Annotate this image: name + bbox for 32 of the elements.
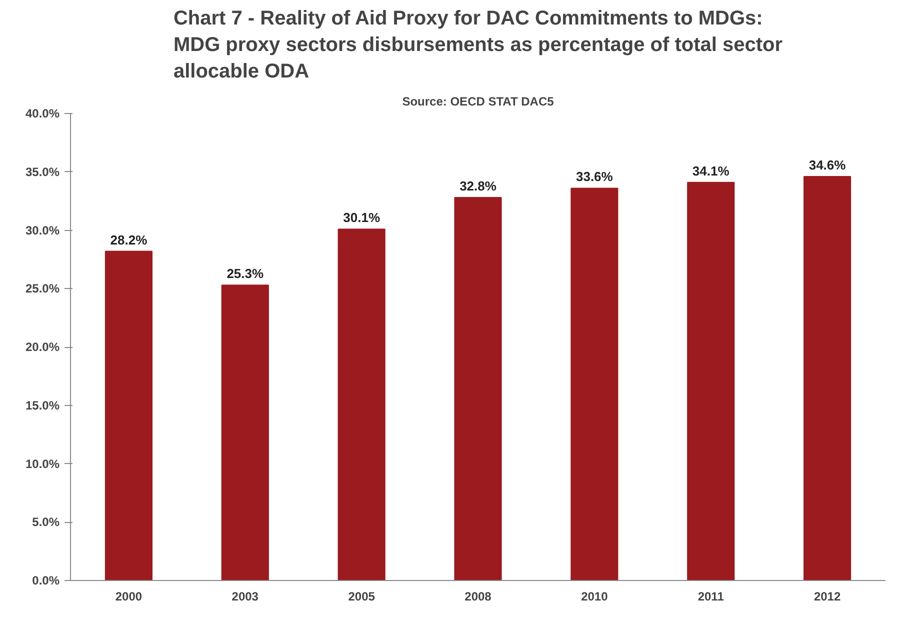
y-tick-label: 30.0% (25, 223, 60, 238)
bar (454, 197, 502, 580)
y-tick-label: 35.0% (25, 164, 60, 179)
bar (570, 188, 618, 580)
x-tick-label: 2003 (232, 590, 259, 604)
y-tick-label: 10.0% (25, 456, 60, 471)
data-label: 33.6% (576, 169, 614, 184)
y-tick-label: 0.0% (32, 574, 60, 588)
source-note: Source: OECD STAT DAC5 (402, 94, 554, 108)
x-tick-label: 2008 (464, 590, 492, 604)
bar (804, 176, 852, 580)
x-tick-label: 2010 (581, 590, 608, 604)
bar (221, 284, 269, 580)
x-tick-label: 2012 (814, 590, 841, 604)
data-label: 30.1% (343, 210, 380, 226)
x-tick-label: 2011 (698, 590, 724, 604)
y-tick-label: 5.0% (32, 515, 60, 530)
x-tick-label: 2000 (115, 590, 142, 604)
data-label: 28.2% (110, 232, 148, 248)
y-tick-label: 15.0% (25, 398, 60, 412)
x-tick-label: 2005 (348, 590, 376, 604)
data-label: 34.6% (808, 158, 846, 173)
bar (338, 228, 386, 580)
chart-title: Chart 7 - Reality of Aid Proxy for DAC Commitments to MDGs: MDG proxy sectors disbursements as percentage of total sector allocable ODA (173, 8, 783, 82)
data-label: 25.3% (226, 266, 264, 282)
data-label: 32.8% (460, 178, 497, 194)
data-label: 34.1% (692, 163, 730, 178)
bar (687, 182, 735, 580)
y-tick-label: 20.0% (25, 340, 60, 354)
y-tick-label: 40.0% (25, 106, 60, 120)
bar (104, 250, 152, 580)
y-tick-label: 25.0% (25, 282, 60, 296)
